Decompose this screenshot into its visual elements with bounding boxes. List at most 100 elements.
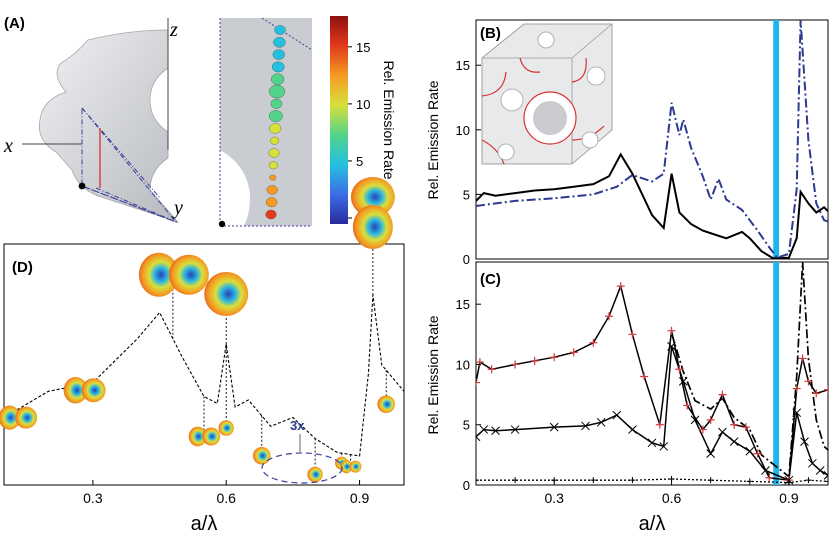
radiation-pattern (138, 252, 209, 297)
bottom-plus-marker (825, 478, 828, 485)
total-plus-marker (753, 449, 762, 458)
emitter-dot (268, 110, 283, 122)
emitter-dot (273, 37, 286, 48)
panel-b-label: (B) (480, 25, 501, 42)
bottom-plus-marker (629, 477, 636, 484)
cross-marker (792, 408, 802, 418)
cross-marker (729, 437, 739, 446)
cross-marker (479, 425, 489, 434)
emitter-dot (268, 161, 278, 170)
panel-b-frame (475, 19, 829, 260)
total-plus-marker (628, 330, 637, 339)
panel-d: (D) 3x 0.3 0.6 0.9 a/λ (0, 177, 405, 535)
cross-section-void (220, 150, 250, 226)
x-tick-label: 0.6 (662, 490, 682, 506)
cross-marker (678, 376, 688, 386)
y-tick-label: 0 (463, 252, 470, 267)
total-plus-marker (476, 378, 480, 387)
x-tick-label: 0.3 (83, 490, 103, 506)
inset-crystal-cube (481, 23, 613, 165)
total-plus-marker (569, 348, 578, 357)
radiation-pattern (63, 377, 106, 404)
y-tick-label: 5 (463, 418, 470, 433)
y-tick-label: 5 (463, 187, 470, 202)
emitter-dot (270, 73, 285, 85)
emitter-dot (268, 148, 280, 158)
radiation-pattern (0, 405, 38, 430)
total-plus-marker (730, 420, 739, 429)
cross-marker (667, 342, 676, 351)
emitter-dot (269, 174, 277, 181)
panel-b-ylabel: Rel. Emission Rate (425, 80, 441, 199)
series-b-dashdot (476, 20, 828, 259)
total-plus-marker (804, 377, 813, 386)
total-plus-marker (604, 312, 613, 321)
total-plus-marker (718, 390, 727, 399)
cross-marker (581, 421, 590, 431)
quarter-surface (38, 29, 180, 223)
panel-d-frame (3, 243, 405, 486)
cross-marker (690, 415, 700, 425)
total-plus-marker (655, 420, 664, 429)
cross-marker (718, 427, 727, 437)
emitter-dot (270, 98, 283, 109)
cross-marker (549, 422, 559, 432)
magnify-label: 3x (290, 418, 305, 433)
y-tick-label: 0 (463, 478, 470, 493)
cross-marker (476, 432, 481, 442)
cross-marker (659, 442, 669, 451)
total-plus-marker (812, 389, 821, 398)
radiation-pattern (252, 446, 271, 465)
panel-c: (C) 0 5 10 15 0.3 0.6 0.9 Rel. Emission Rate a… (425, 261, 829, 535)
series-d-dashed (3, 294, 405, 457)
axis-z-label: z (169, 19, 178, 41)
y-tick-label: 15 (456, 58, 470, 73)
bottom-plus-marker (512, 477, 519, 484)
bottom-plus-marker (476, 477, 479, 484)
cross-marker (808, 458, 817, 468)
colorbar-label: Rel. Emission Rate (381, 60, 397, 179)
magnify-ellipse (261, 452, 343, 484)
cross-marker (628, 425, 637, 434)
x-tick-label: 0.3 (544, 490, 564, 506)
total-plus-marker (706, 415, 715, 424)
colorbar-tick-label: 5 (356, 154, 363, 169)
total-plus-marker (667, 326, 676, 335)
total-plus-marker (741, 423, 750, 432)
cross-marker (745, 446, 755, 456)
colorbar-tick-label: 15 (356, 40, 370, 55)
emitter-dot (271, 61, 285, 73)
total-plus-marker (616, 282, 625, 291)
radiation-pattern (340, 460, 362, 474)
total-plus-marker (530, 356, 539, 365)
cross-marker (800, 437, 809, 446)
cross-marker (647, 438, 657, 448)
total-plus-marker (824, 385, 828, 394)
emitter-dot (270, 136, 280, 145)
radiation-pattern (307, 466, 323, 483)
sim-region-triangle (81, 106, 178, 224)
total-plus-marker (683, 401, 692, 410)
panel-d-xlabel: a/λ (191, 513, 218, 535)
series-c-dashdot (670, 262, 828, 479)
emitter-chain (265, 25, 286, 220)
series-b-solid (476, 152, 828, 259)
cross-marker (706, 449, 716, 459)
emitter-dot (265, 197, 278, 208)
series-c-bottom (476, 478, 828, 484)
total-plus-marker (487, 365, 496, 374)
sim-region-edges (81, 107, 177, 223)
emitter-dot (268, 84, 286, 99)
radiation-pattern (350, 177, 395, 249)
panel-b-y-ticks: 0 5 10 15 (456, 58, 481, 267)
panel-b-gap-band (773, 20, 780, 259)
radiation-pattern (188, 426, 221, 447)
panel-d-x-ticks: 0.3 0.6 0.9 (83, 480, 369, 506)
cross-marker (815, 466, 825, 475)
radiation-pattern (218, 420, 234, 436)
emitter-dot (274, 25, 286, 35)
bottom-plus-marker (746, 478, 753, 485)
y-tick-label: 10 (456, 357, 470, 372)
